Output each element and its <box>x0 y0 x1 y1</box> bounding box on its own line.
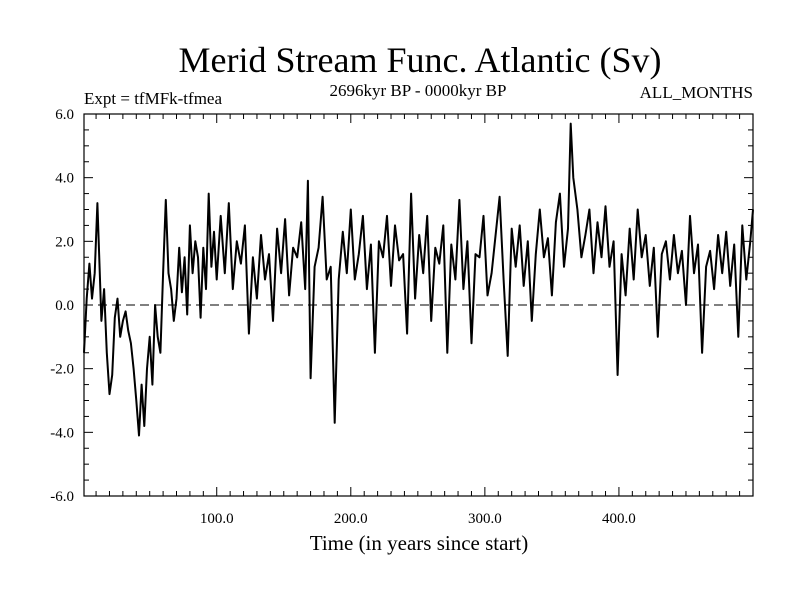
x-tick-label: 300.0 <box>468 511 502 527</box>
x-axis-label: Time (in years since start) <box>310 531 529 555</box>
y-tick-label: 6.0 <box>55 107 74 123</box>
y-tick-label: -2.0 <box>50 362 74 378</box>
chart-title: Merid Stream Func. Atlantic (Sv) <box>179 40 662 80</box>
x-tick-label: 200.0 <box>334 511 368 527</box>
y-tick-label: -6.0 <box>50 489 74 505</box>
time-range-label: 2696kyr BP - 0000kyr BP <box>330 81 507 100</box>
y-tick-label: 4.0 <box>55 171 74 187</box>
series-line-0 <box>83 122 754 437</box>
experiment-label: Expt = tfMFk-tfmea <box>84 89 222 108</box>
months-label: ALL_MONTHS <box>640 83 753 102</box>
y-tick-label: -4.0 <box>50 425 74 441</box>
plot-frame <box>83 113 754 497</box>
plot-area: 100.0 200.0 300.0 400.0 6.0 4.0 2.0 0.0 -2.0 -4.0… <box>50 107 754 527</box>
x-tick-label: 100.0 <box>200 511 234 527</box>
y-tick-label: 0.0 <box>55 298 74 314</box>
x-tick-label: 400.0 <box>602 511 636 527</box>
y-tick-label: 2.0 <box>55 234 74 250</box>
